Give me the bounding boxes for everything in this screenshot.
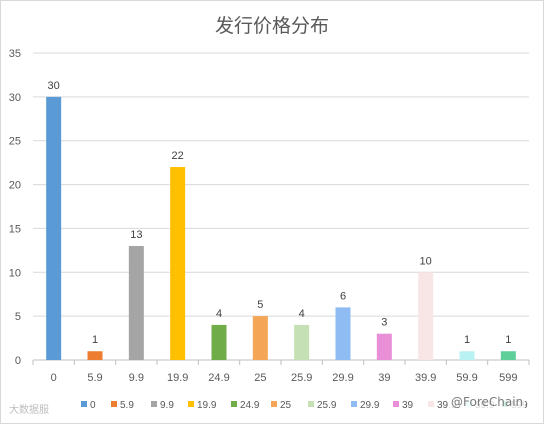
x-tick-label: 0 bbox=[51, 372, 57, 384]
legend-swatch bbox=[428, 401, 434, 407]
bar-25-9 bbox=[294, 324, 310, 360]
watermark-left: 大数据服 bbox=[9, 405, 49, 416]
legend-label: 25 bbox=[280, 400, 292, 411]
legend-label: 9.9 bbox=[160, 400, 174, 411]
data-label: 4 bbox=[216, 308, 222, 320]
chart-title: 发行价格分布 bbox=[214, 15, 329, 37]
data-label: 5 bbox=[257, 299, 263, 311]
bar-25 bbox=[252, 316, 268, 360]
x-tick-label: 39 bbox=[378, 372, 390, 384]
x-tick-label: 25 bbox=[254, 372, 266, 384]
bar-24-9 bbox=[211, 324, 227, 360]
y-tick-label: 35 bbox=[9, 48, 21, 60]
legend-label: 29.9 bbox=[360, 400, 380, 411]
watermark-right: @ForeChain bbox=[449, 395, 526, 409]
legend-swatch bbox=[81, 401, 87, 407]
x-tick-label: 29.9 bbox=[332, 372, 353, 384]
data-label: 3 bbox=[381, 317, 387, 329]
legend-label: 39.9 bbox=[437, 400, 457, 411]
x-tick-label: 24.9 bbox=[208, 372, 229, 384]
legend-swatch bbox=[151, 401, 157, 407]
y-tick-label: 20 bbox=[9, 180, 21, 192]
data-label: 13 bbox=[130, 229, 142, 241]
data-label: 1 bbox=[505, 334, 511, 346]
bar-39-9 bbox=[418, 272, 434, 360]
y-tick-label: 10 bbox=[9, 267, 21, 279]
legend-swatch bbox=[271, 401, 277, 407]
x-tick-label: 19.9 bbox=[167, 372, 188, 384]
bar-19-9 bbox=[170, 167, 186, 360]
y-tick-label: 15 bbox=[9, 223, 21, 235]
x-tick-label: 25.9 bbox=[291, 372, 312, 384]
legend-swatch bbox=[231, 401, 237, 407]
legend-label: 19.9 bbox=[197, 400, 217, 411]
x-tick-label: 5.9 bbox=[87, 372, 102, 384]
legend-label: 25.9 bbox=[317, 400, 337, 411]
y-tick-label: 25 bbox=[9, 136, 21, 148]
y-tick-label: 5 bbox=[15, 311, 21, 323]
data-label: 4 bbox=[299, 308, 305, 320]
data-label: 1 bbox=[92, 334, 98, 346]
legend-swatch bbox=[393, 401, 399, 407]
legend-swatch bbox=[351, 401, 357, 407]
x-tick-label: 9.9 bbox=[129, 372, 144, 384]
bar-39 bbox=[376, 333, 392, 360]
legend-swatch bbox=[308, 401, 314, 407]
legend-label: 39 bbox=[402, 400, 414, 411]
bar-599 bbox=[500, 351, 516, 360]
legend-swatch bbox=[111, 401, 117, 407]
bar-9-9 bbox=[128, 245, 144, 360]
data-label: 10 bbox=[420, 255, 432, 267]
legend-swatch bbox=[188, 401, 194, 407]
legend-label: 5.9 bbox=[120, 400, 134, 411]
legend-label: 0 bbox=[90, 400, 96, 411]
bar-5-9 bbox=[87, 351, 103, 360]
data-label: 1 bbox=[464, 334, 470, 346]
y-tick-label: 0 bbox=[15, 355, 21, 367]
bar-29-9 bbox=[335, 307, 351, 360]
x-tick-label: 59.9 bbox=[456, 372, 477, 384]
y-tick-label: 30 bbox=[9, 92, 21, 104]
bar-59-9 bbox=[459, 351, 475, 360]
legend-label: 24.9 bbox=[240, 400, 260, 411]
data-label: 30 bbox=[48, 80, 60, 92]
data-label: 6 bbox=[340, 290, 346, 302]
data-label: 22 bbox=[172, 150, 184, 162]
x-tick-label: 599 bbox=[499, 372, 517, 384]
x-tick-label: 39.9 bbox=[415, 372, 436, 384]
bar-0 bbox=[46, 96, 62, 360]
